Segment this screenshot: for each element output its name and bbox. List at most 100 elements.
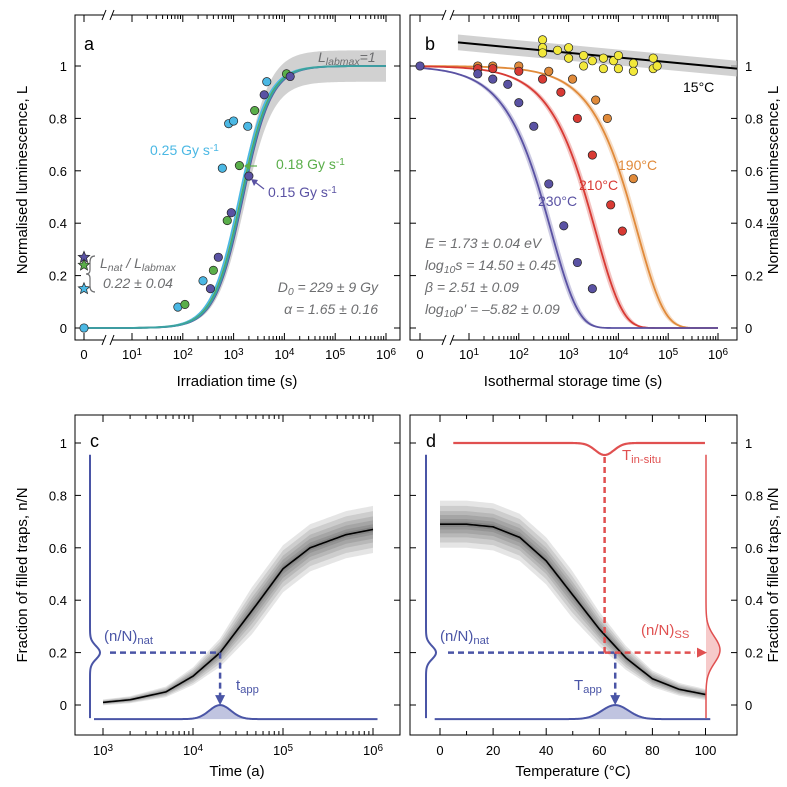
panel-c-tapp-label: tapp: [236, 677, 259, 696]
panel-a-nat-ratio-part: / L: [122, 255, 141, 271]
panel-b-xtick-label-base: 10: [608, 347, 622, 362]
panel-b-logrho: log10ρ' = –5.82 ± 0.09: [425, 301, 560, 320]
panel-b-logrho-part: 10: [444, 308, 456, 320]
panel-b-15c-point: [628, 58, 638, 68]
panel-d-tapp-distribution: [434, 704, 711, 721]
panel-b-point-230°C: [529, 121, 539, 131]
panel-b-xtick-label-base: 10: [708, 347, 722, 362]
panel-b-fit-190°C: [419, 65, 718, 329]
panel-b-point-230°C: [559, 221, 569, 231]
panel-b-beta: β = 2.51 ± 0.09: [424, 279, 519, 295]
panel-b-ytick-label: 0.6: [745, 164, 763, 179]
panel-a-arrowhead-015: [251, 179, 258, 186]
panel-b-ytick-label: 1: [745, 59, 752, 74]
panel-a-xlabel: Irradiation time (s): [177, 373, 298, 390]
panel-a-data-point: [259, 90, 269, 100]
panel-b-190c-label-part: 190°C: [618, 157, 657, 173]
panel-b-logrho-part: ρ' = –5.82 ± 0.09: [454, 301, 560, 317]
panel-a-data-point: [234, 161, 244, 171]
panel-b-15c-label: 15°C: [683, 79, 714, 95]
panel-b-15c-point: [587, 56, 597, 66]
panel-b-point-190°C: [591, 95, 601, 105]
panel-b-logs: log10s = 14.50 ± 0.45: [425, 257, 556, 276]
panel-d-xlabel-part: Temperature (°C): [515, 763, 630, 780]
panel-a-nat-ratio-part: L: [100, 255, 108, 271]
panel-b-frame: [409, 14, 738, 341]
panel-a-ytick-label: 0.8: [49, 111, 67, 126]
panel-a-xtick-label-base: 10: [274, 347, 288, 362]
panel-a-nat-ratio-part: nat: [108, 262, 124, 274]
panel-b-xtick-label-exp: 1: [473, 347, 479, 358]
panel-b-point-210°C: [617, 226, 627, 236]
panel-b-230c-label-part: 230°C: [538, 193, 577, 209]
panel-a-natural-star: [77, 281, 91, 295]
panel-a-letter: a: [84, 34, 95, 54]
panel-a-fit-line: [84, 65, 386, 329]
panel-a-xtick-label-base: 10: [224, 347, 238, 362]
panel-d-tinsitu-distribution: [453, 441, 705, 457]
panel-c-xtick-label: 104: [183, 743, 203, 759]
panel-b-xtick-label: 0: [416, 347, 423, 362]
panel-a-xtick-label-exp: 5: [340, 347, 346, 358]
panel-b-point-210°C: [556, 87, 566, 97]
panel-d-median-curve: [440, 523, 706, 696]
panel-b-E: E = 1.73 ± 0.04 eV: [425, 235, 543, 251]
panel-a-rate-018-part: 0.18 Gy s: [276, 156, 336, 172]
panel-a-xtick-label-base: 10: [122, 347, 136, 362]
panel-d-ss-distribution: [705, 454, 721, 719]
panel-c-ytick-label: 0: [60, 698, 67, 713]
panel-a-labmax-label-part: labmax: [326, 56, 361, 68]
panel-b-point-230°C: [544, 179, 554, 189]
panel-c-ylabel: Fraction of filled traps, n/N: [14, 487, 31, 662]
panel-a-rate-018: 0.18 Gy s-1: [276, 156, 345, 172]
panel-b-210c-label-part: 210°C: [579, 177, 618, 193]
panel-c-xtick-label-base: 10: [93, 743, 107, 758]
panel-c-xtick-label-exp: 3: [107, 743, 113, 754]
panel-b-point-230°C: [415, 61, 425, 71]
panel-b-xtick-label: 105: [658, 347, 678, 363]
panel-d-ss-label-part: SS: [674, 629, 689, 641]
panel-b-15c-point: [652, 61, 662, 71]
panel-b-15c-point: [579, 61, 589, 71]
panel-b-break-mark: [449, 9, 455, 21]
panel-b-xtick-label-base: 10: [509, 347, 523, 362]
panel-a-data-point: [243, 121, 253, 131]
panel-b-xlabel-part: Isothermal storage time (s): [484, 373, 662, 390]
panel-c-nat-distribution: [89, 454, 102, 719]
panel-d-letter-part: d: [426, 431, 436, 451]
panel-d-nat-label-part: nat: [473, 635, 490, 647]
panel-d-tapp-label-part: app: [583, 684, 602, 696]
panel-a-nat-value-part: 0.22 ± 0.04: [103, 275, 173, 291]
panel-a-break-gap: [104, 13, 112, 17]
panel-c-xtick-label-base: 10: [363, 743, 377, 758]
panel-a-data-point: [226, 208, 236, 218]
panel-b-15c-point: [613, 50, 623, 61]
panel-c-tapp-fill: [94, 705, 378, 720]
panel-a-rate-015-part: -1: [328, 185, 337, 196]
panel-a-xtick-label: 0: [80, 347, 87, 362]
panel-a-rate-015-part: 0.15 Gy s: [268, 184, 328, 200]
panel-c-ytick-label: 0.8: [49, 488, 67, 503]
panel-b-15c-fit: [457, 41, 738, 70]
panel-b-15c-point: [648, 53, 658, 63]
panel-c-letter-part: c: [90, 431, 99, 451]
panel-b-logrho-part: log: [425, 301, 444, 317]
panel-d-tinsitu-label: Tin-situ: [622, 447, 661, 466]
panel-d-ytick-label: 0.6: [745, 541, 763, 556]
panel-a-letter-part: a: [84, 34, 95, 54]
panel-b-break-mark: [441, 9, 447, 21]
panel-c-nat-label-part: (n/N): [104, 628, 137, 645]
panel-b-point-190°C: [567, 74, 578, 84]
panel-a-d0: D0 = 229 ± 9 Gy: [278, 279, 379, 298]
panel-d-ytick-label: 1: [745, 436, 752, 451]
panel-a-data-point: [262, 77, 272, 87]
panel-d-ylabel-part: Fraction of filled traps, n/N: [765, 487, 782, 662]
panel-a-xtick-label-exp: 2: [187, 347, 193, 358]
panel-d-nat-label-part: (n/N): [440, 628, 473, 645]
panel-b-ytick-label: 0.2: [745, 269, 763, 284]
panel-c-xtick-label-base: 10: [273, 743, 287, 758]
panel-d-envelope: [440, 511, 706, 698]
panel-a-data-point: [180, 299, 190, 309]
panel-b-xtick-label: 102: [509, 347, 529, 363]
panel-d-xlabel: Temperature (°C): [515, 763, 630, 780]
